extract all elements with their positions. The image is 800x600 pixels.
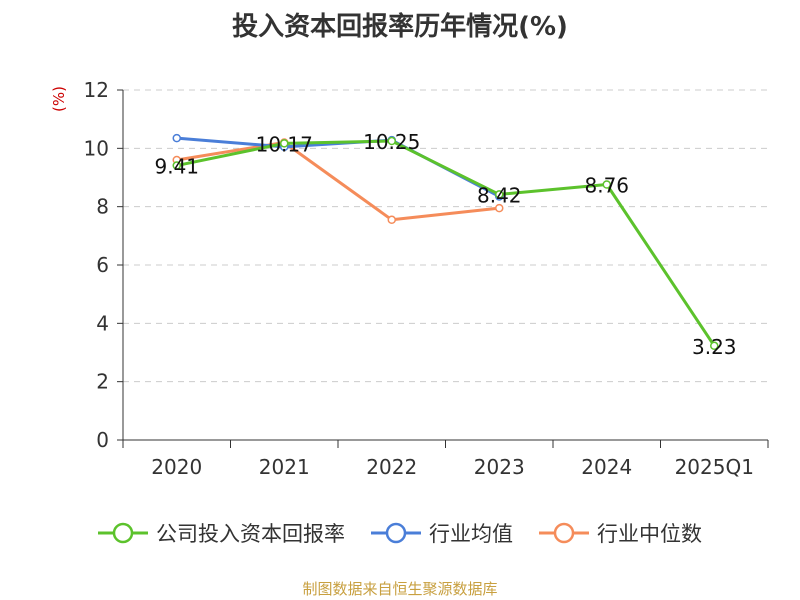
legend: 公司投入资本回报率 行业均值 行业中位数 [0, 518, 800, 548]
series-line [176, 141, 500, 222]
data-label: 10.25 [363, 130, 420, 154]
y-tick-label: 6 [96, 253, 109, 277]
data-point [495, 190, 504, 199]
x-tick-label: 2023 [474, 455, 525, 479]
legend-swatch-marker [553, 522, 575, 544]
legend-swatch-icon [539, 522, 589, 544]
series-line [176, 139, 716, 347]
chart-title: 投入资本回报率历年情况(%) [232, 12, 568, 42]
x-tick-label: 2025Q1 [675, 455, 754, 479]
y-tick-label: 12 [84, 78, 109, 102]
data-label: 10.17 [256, 132, 313, 156]
legend-swatch-marker [385, 522, 407, 544]
y-tick-label: 4 [96, 311, 109, 335]
x-tick-label: 2022 [366, 455, 417, 479]
data-point [710, 341, 719, 351]
series-line [176, 136, 500, 198]
data-label: 9.41 [154, 155, 199, 179]
y-tick-label: 0 [96, 428, 109, 452]
legend-swatch-icon [98, 522, 148, 544]
y-tick-label: 8 [96, 195, 109, 219]
series-1 [172, 136, 719, 351]
legend-label: 公司投入资本回报率 [156, 522, 345, 546]
data-point [280, 139, 289, 148]
data-point [387, 136, 396, 146]
data-point [495, 203, 504, 213]
legend-item[interactable]: 行业中位数 [539, 518, 702, 548]
x-tick-label: 2021 [259, 455, 310, 479]
legend-label: 行业中位数 [597, 522, 702, 546]
source-note: 制图数据来自恒生聚源数据库 [302, 580, 498, 598]
legend-swatch-marker [112, 522, 134, 544]
data-point [602, 180, 611, 189]
y-tick-label: 2 [96, 370, 109, 394]
legend-item[interactable]: 行业均值 [371, 518, 513, 548]
data-label: 8.42 [477, 183, 522, 207]
x-tick-label: 2020 [151, 455, 202, 479]
data-point [387, 215, 396, 225]
series-2 [172, 133, 504, 201]
series-3 [172, 138, 504, 225]
x-tick-label: 2024 [581, 455, 632, 479]
data-label: 8.76 [584, 174, 629, 198]
data-point [172, 161, 181, 170]
data-point [172, 133, 181, 143]
legend-swatch-icon [371, 522, 421, 544]
legend-label: 行业均值 [429, 522, 513, 546]
legend-item[interactable]: 公司投入资本回报率 [98, 518, 345, 548]
y-tick-label: 10 [84, 136, 109, 160]
data-label: 3.23 [692, 335, 737, 359]
line-chart: 0 2 4 6 8 10 12 2020 2021 2022 2023 2024 2025Q1 9.41 1… [84, 78, 769, 479]
